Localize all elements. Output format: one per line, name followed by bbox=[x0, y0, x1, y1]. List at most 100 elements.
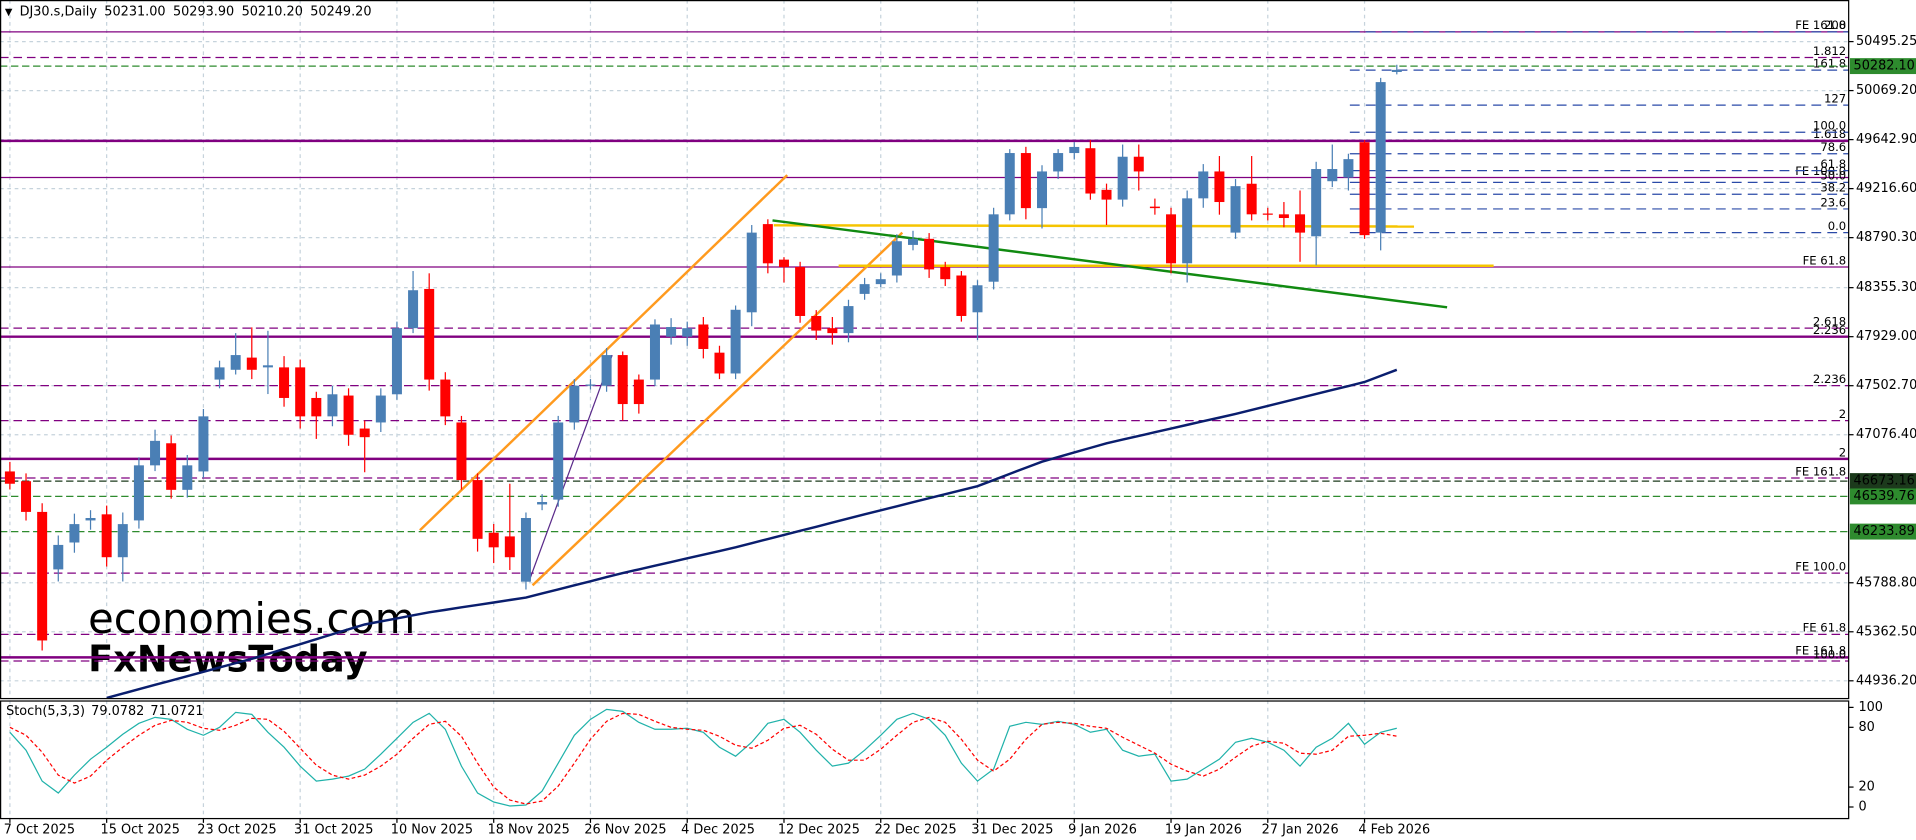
main-pane-border bbox=[0, 0, 1850, 700]
annotations bbox=[419, 174, 1494, 587]
y-tick-label: 50495.25 bbox=[1856, 34, 1916, 49]
candle-body bbox=[827, 328, 838, 334]
candle-body bbox=[1391, 69, 1402, 72]
level-label: FE 161.8 bbox=[1795, 18, 1846, 32]
price-box bbox=[1849, 58, 1916, 75]
candle-body bbox=[279, 367, 290, 398]
candle-body bbox=[714, 352, 725, 374]
candle-body bbox=[150, 440, 161, 466]
x-tick-label: 31 Oct 2025 bbox=[294, 823, 373, 838]
x-tick-label: 23 Oct 2025 bbox=[197, 823, 276, 838]
level-label: 100.0 bbox=[1813, 647, 1846, 661]
candle-body bbox=[1359, 142, 1370, 236]
candle-body bbox=[295, 367, 306, 417]
y-tick-label: 48355.30 bbox=[1856, 280, 1916, 295]
candle-body bbox=[746, 232, 757, 313]
x-tick-label: 27 Jan 2026 bbox=[1262, 823, 1339, 838]
candle-body bbox=[53, 544, 64, 570]
level-label: 2.236 bbox=[1813, 372, 1846, 386]
wave-line bbox=[528, 354, 613, 582]
candle-body bbox=[1311, 169, 1322, 237]
candle-body bbox=[988, 214, 999, 282]
level-label: 1.618 bbox=[1813, 127, 1846, 141]
candle-body bbox=[520, 518, 531, 582]
fib-label: 38.2 bbox=[1820, 181, 1846, 195]
candle-body bbox=[537, 502, 548, 505]
candle-body bbox=[1246, 183, 1257, 215]
stoch-line bbox=[9, 708, 1397, 807]
candle-body bbox=[1295, 214, 1306, 233]
menu-arrow[interactable]: ▼ bbox=[5, 7, 13, 18]
candle-body bbox=[408, 290, 419, 329]
stochastic bbox=[9, 708, 1397, 807]
candle-body bbox=[4, 471, 15, 484]
price-box bbox=[1849, 473, 1916, 490]
candle-body bbox=[1053, 153, 1064, 172]
price-box-label: 50282.10 bbox=[1854, 59, 1915, 74]
candle-body bbox=[617, 355, 628, 405]
level-label: FE 100.0 bbox=[1795, 559, 1846, 573]
candle-body bbox=[1230, 186, 1241, 233]
level-label: 2 bbox=[1839, 445, 1846, 459]
candle-body bbox=[1101, 189, 1112, 200]
price-box-label: 46233.89 bbox=[1854, 524, 1915, 539]
fib-label: 200 bbox=[1824, 18, 1846, 32]
channel-line bbox=[419, 174, 789, 532]
ohlc-value: 50210.20 bbox=[242, 5, 303, 20]
candle-body bbox=[698, 324, 709, 349]
candle-body bbox=[875, 279, 886, 285]
fib-label: 0.0 bbox=[1828, 219, 1846, 233]
candle-body bbox=[182, 465, 193, 490]
candle-body bbox=[553, 422, 564, 500]
x-tick-label: 19 Jan 2026 bbox=[1165, 823, 1242, 838]
candle-body bbox=[778, 259, 789, 267]
candle-body bbox=[1182, 198, 1193, 264]
candle-body bbox=[327, 394, 338, 417]
y-tick-label: 49216.60 bbox=[1856, 181, 1916, 196]
candle-body bbox=[585, 384, 596, 386]
x-tick-label: 31 Dec 2025 bbox=[971, 823, 1053, 838]
candle-body bbox=[1327, 169, 1338, 182]
fib-label: 78.6 bbox=[1820, 140, 1846, 154]
candle-body bbox=[1343, 159, 1354, 178]
price-box-label: 46539.76 bbox=[1854, 489, 1915, 504]
candle-body bbox=[375, 395, 386, 423]
x-tick-label: 4 Dec 2025 bbox=[681, 823, 755, 838]
price-box bbox=[1849, 488, 1916, 505]
candle-body bbox=[488, 532, 499, 548]
candle-body bbox=[21, 481, 32, 512]
x-tick-label: 15 Oct 2025 bbox=[101, 823, 180, 838]
candle-body bbox=[601, 355, 612, 386]
candle-body bbox=[246, 357, 257, 370]
candle-body bbox=[1020, 153, 1031, 209]
candle-body bbox=[262, 365, 273, 368]
ohlc-value: 50249.20 bbox=[310, 5, 371, 20]
candle-body bbox=[456, 422, 467, 481]
price-box bbox=[1849, 523, 1916, 540]
candle-body bbox=[1262, 213, 1273, 215]
stoch-title: Stoch(5,3,3) bbox=[6, 704, 85, 719]
ohlc-value: 50231.00 bbox=[104, 5, 165, 20]
y-tick-label: 20 bbox=[1858, 780, 1874, 795]
candle-body bbox=[811, 315, 822, 331]
candle-body bbox=[972, 285, 983, 313]
candle-body bbox=[391, 328, 402, 395]
x-tick-label: 10 Nov 2025 bbox=[391, 823, 473, 838]
candle-body bbox=[795, 266, 806, 316]
fib-label: 161.8 bbox=[1813, 57, 1846, 71]
level-label: FE 61.8 bbox=[1803, 253, 1847, 267]
candle-body bbox=[1117, 156, 1128, 200]
watermark-text: FxNewsToday bbox=[88, 638, 367, 681]
y-tick-label: 49642.90 bbox=[1856, 132, 1916, 147]
candle-body bbox=[649, 324, 660, 380]
candle-body bbox=[504, 536, 515, 558]
fib-label: 50.0 bbox=[1820, 169, 1846, 183]
candle-body bbox=[633, 379, 644, 405]
candle-body bbox=[940, 266, 951, 280]
candle-body bbox=[924, 238, 935, 270]
y-tick-label: 44936.20 bbox=[1856, 673, 1916, 688]
